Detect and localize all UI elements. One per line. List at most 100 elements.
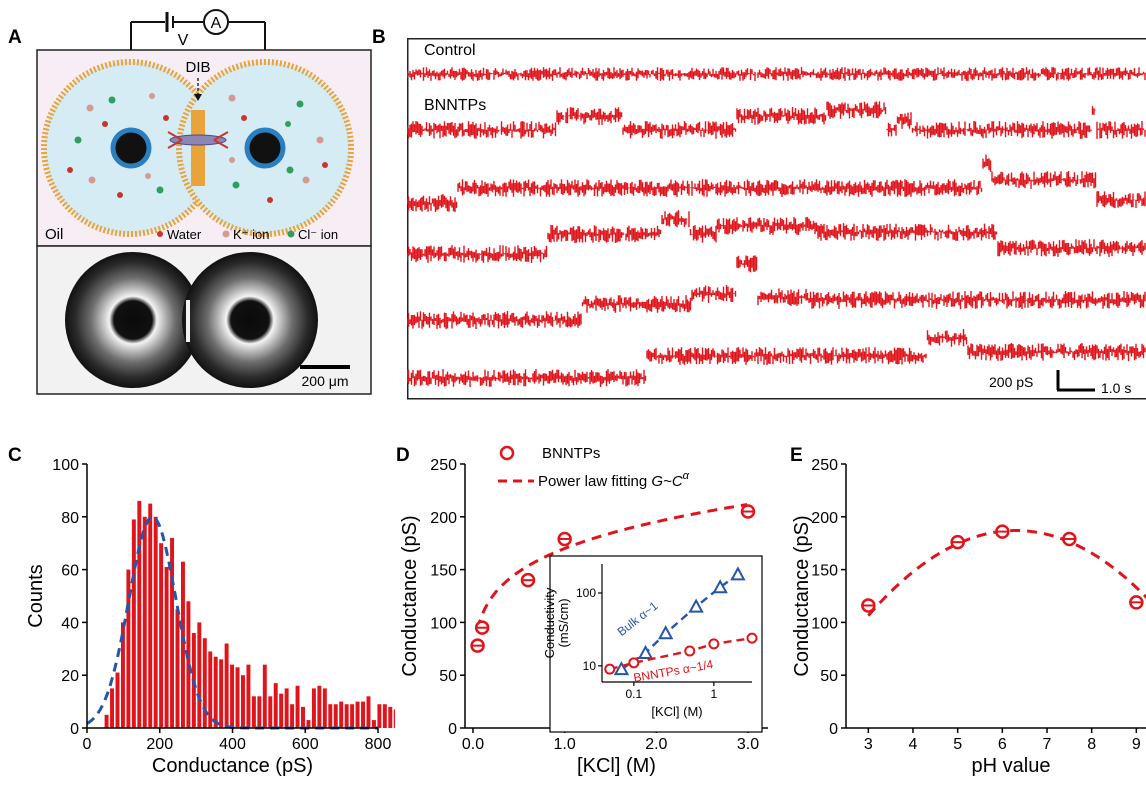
micrograph-droplet-left [65, 252, 201, 388]
histogram-bar [268, 696, 273, 728]
histogram-bar [388, 706, 393, 728]
electrode-left [110, 127, 152, 169]
x-tick-label: 400 [219, 736, 246, 753]
histogram-bar [333, 704, 338, 728]
histogram-bar [344, 704, 349, 728]
x-tick-label: 0.0 [462, 736, 484, 753]
water-legend-icon [157, 231, 163, 237]
y-tick-label: 80 [61, 510, 79, 527]
inset-x-tick-label: 1 [710, 687, 717, 701]
current-trace-5 [407, 329, 1146, 387]
inset-y-axis-label-1: Conductivity [542, 587, 557, 658]
histogram-bar [230, 664, 235, 728]
histogram-bar [224, 643, 229, 728]
trace-label-bnntps: BNNTPs [424, 97, 486, 114]
x-tick-label: 4 [909, 736, 918, 753]
y-tick-label: 50 [820, 668, 838, 685]
panel-e-conductance-ph: 345678910050100150200250pH valueConducta… [791, 457, 1146, 777]
histogram-bar [273, 683, 278, 728]
histogram-bar [241, 675, 245, 728]
legend-cl-ion: Cl⁻ ion [298, 227, 338, 242]
x-tick-label: 3.0 [737, 736, 759, 753]
histogram-bar [371, 720, 376, 728]
histogram-bar [180, 561, 185, 728]
x-tick-label: 9 [1132, 736, 1141, 753]
histogram-bar [159, 543, 164, 728]
x-tick-label: 800 [365, 736, 392, 753]
inset-triangle-marker [657, 625, 674, 640]
y-tick-label: 60 [61, 563, 79, 580]
histogram-bar [382, 704, 387, 728]
inset-circle-marker [684, 645, 696, 657]
histogram-bar [361, 701, 365, 728]
y-tick-label: 50 [439, 668, 457, 685]
histogram-bar [137, 500, 142, 728]
ions [67, 93, 328, 203]
histogram-bar [366, 696, 371, 728]
current-trace-3 [407, 210, 1146, 263]
histogram-bar [208, 651, 213, 728]
y-tick-label: 100 [430, 615, 457, 632]
inset-y-axis-label-2: (mS/cm) [556, 598, 571, 647]
panel-c-histogram: 0 200 400 600 800 0 20 40 60 80 100 Conductance (pS… [25, 457, 395, 777]
inset-y-tick-label: 100 [576, 586, 596, 600]
histogram-bar [339, 701, 344, 728]
histogram-bar [235, 667, 240, 728]
panel-label-d: D [396, 445, 410, 466]
traces-frame [407, 38, 1146, 400]
x-tick-label: 200 [146, 736, 173, 753]
histogram-bar [142, 516, 147, 728]
histogram-bar [115, 672, 120, 728]
legend-water: Water [167, 227, 202, 242]
cl-ion-legend-icon [287, 230, 295, 238]
histogram-bar [328, 704, 333, 728]
legend-fit-formula: G~C [651, 473, 682, 490]
k-ion-legend-icon [222, 230, 230, 238]
histogram-bar [202, 638, 207, 728]
inset-triangle-marker [613, 661, 630, 676]
scale-label-ps: 200 pS [989, 374, 1033, 390]
histogram-bar [301, 706, 305, 728]
histogram-bar [131, 519, 136, 728]
histogram-bar [153, 516, 158, 728]
histogram-bar [311, 688, 316, 728]
x-tick-label: 600 [292, 736, 319, 753]
voltage-label: V [178, 32, 189, 49]
legend-fit-exponent: α [683, 470, 690, 482]
y-tick-label: 150 [811, 563, 838, 580]
histogram-bar [355, 701, 360, 728]
x-tick-label: 3 [864, 736, 873, 753]
panel-d-conductance-kcl: 0.0 1.0 2.0 3.0 0 50 100 150 200 250 [KCl] (M) Cond… [399, 445, 768, 777]
inset-circle-marker [604, 663, 616, 675]
histogram-bar [393, 709, 395, 728]
x-axis-label: Conductance (pS) [152, 755, 313, 777]
histogram-bar [251, 696, 256, 728]
panel-b-traces: Control BNNTPs 200 pS 1.0 s [407, 38, 1146, 400]
y-tick-label: 20 [61, 668, 79, 685]
histogram-bar [197, 622, 202, 728]
histogram-bar [126, 569, 131, 728]
current-trace-4 [407, 255, 1146, 329]
y-tick-label: 100 [52, 457, 79, 474]
inset-y-tick-label: 10 [583, 659, 597, 673]
panel-label-b: B [372, 27, 386, 48]
y-tick-label: 150 [430, 563, 457, 580]
inset-triangle-marker [688, 598, 704, 613]
y-tick-label: 0 [829, 721, 838, 738]
scale-label-s: 1.0 s [1101, 380, 1131, 396]
current-trace-1 [407, 101, 1146, 139]
histogram-bar [170, 537, 175, 728]
histogram-bar [322, 688, 327, 728]
micrograph-droplet-right [182, 252, 318, 388]
legend-k-ion: K⁺ ion [233, 227, 270, 242]
ammeter-label: A [211, 15, 222, 32]
panel-label-c: C [8, 445, 22, 466]
histogram-bar [262, 664, 267, 728]
inset-circle-marker [628, 657, 640, 669]
histogram-bar [186, 601, 191, 728]
x-tick-label: 6 [998, 736, 1007, 753]
inset-circle-marker [708, 638, 720, 650]
x-axis-label: [KCl] (M) [577, 755, 656, 777]
y-axis-label: Conductance (pS) [399, 515, 421, 676]
histogram-bar [350, 704, 355, 728]
